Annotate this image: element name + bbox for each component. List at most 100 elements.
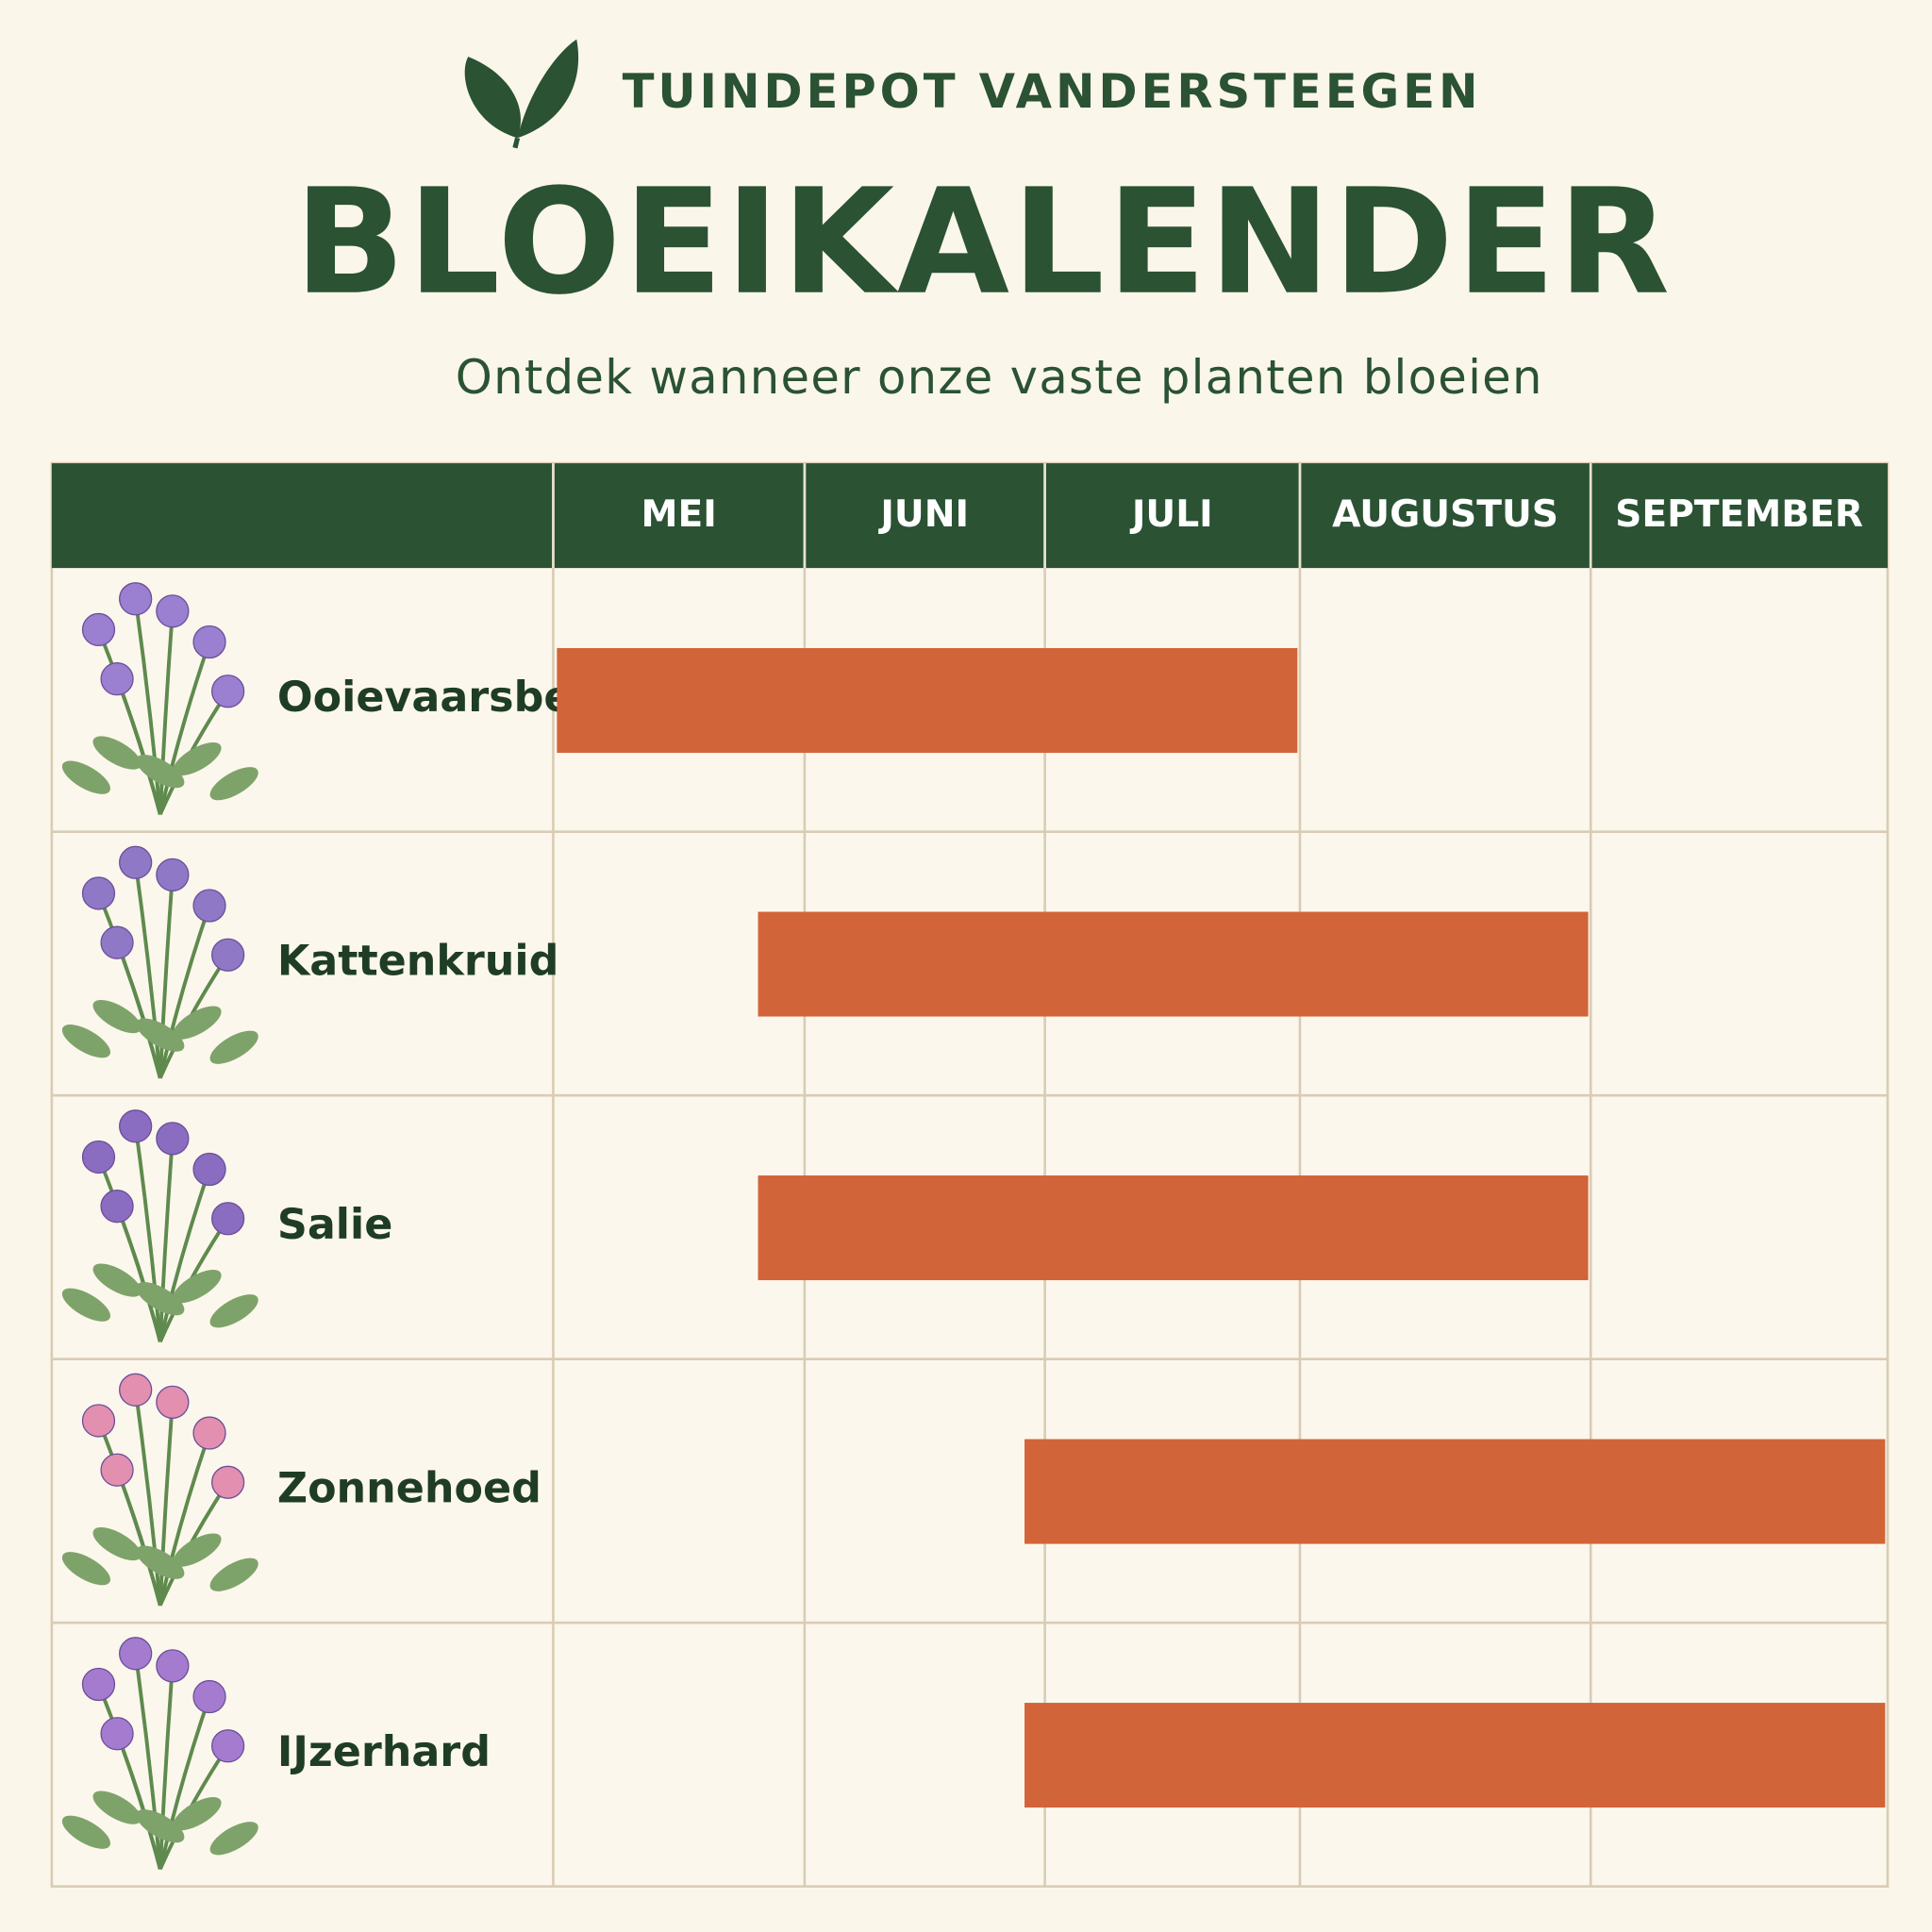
- leaf: [173, 1797, 222, 1831]
- flower: [210, 938, 245, 972]
- header-row: [51, 463, 1888, 569]
- stem: [158, 905, 211, 1079]
- leaf: [209, 1294, 258, 1328]
- subtitle: Ontdek wanneer onze vaste planten bloeie…: [456, 350, 1543, 405]
- brand: TUINDEPOT VANDERSTEEGEN: [623, 64, 1482, 119]
- flower: [210, 675, 245, 708]
- flower: [81, 1404, 116, 1438]
- flower: [210, 1465, 245, 1499]
- bloom-bar: [758, 911, 1589, 1017]
- flower: [100, 662, 134, 696]
- bloom-bar: [1024, 1439, 1886, 1544]
- leaf: [61, 1815, 110, 1849]
- flower: [100, 1717, 134, 1751]
- flower: [119, 1373, 153, 1407]
- plant-name: Salie: [277, 1201, 392, 1249]
- stem: [158, 641, 211, 815]
- flower: [156, 594, 190, 628]
- stem: [158, 1402, 175, 1606]
- bloom-bar: [758, 1175, 1589, 1281]
- stem: [158, 1665, 175, 1870]
- flower: [156, 1385, 190, 1419]
- month-label: AUGUSTUS: [1332, 493, 1558, 536]
- flower: [192, 1152, 226, 1187]
- flower: [210, 1202, 245, 1236]
- stem: [158, 1168, 211, 1342]
- leaf: [92, 1263, 142, 1297]
- leaf: [173, 1269, 222, 1304]
- flower: [119, 1637, 153, 1671]
- month-label: JULI: [1129, 493, 1213, 536]
- flower: [210, 1729, 245, 1763]
- bloom-bar: [557, 648, 1298, 754]
- stem: [115, 941, 162, 1079]
- leaf: [209, 1030, 258, 1064]
- flower: [119, 582, 153, 616]
- plant-name: Ooievaarsbek: [277, 674, 602, 722]
- month-label: JUNI: [877, 493, 969, 536]
- flower: [100, 1190, 134, 1224]
- flower: [100, 1453, 134, 1487]
- flower: [81, 1667, 116, 1702]
- stem: [115, 1469, 162, 1607]
- plant-illustration: [61, 845, 258, 1079]
- leaf: [209, 1822, 258, 1856]
- stem: [133, 1653, 162, 1870]
- plant-name: Kattenkruid: [277, 937, 559, 985]
- leaf: [136, 1809, 185, 1843]
- stem: [115, 1205, 162, 1342]
- bloom-bar: [1024, 1703, 1886, 1808]
- flower: [192, 889, 226, 923]
- leaf: [92, 736, 142, 770]
- stem: [115, 1733, 162, 1870]
- leaf: [136, 755, 185, 789]
- stem: [133, 1125, 162, 1342]
- flower: [119, 845, 153, 879]
- leaf: [61, 760, 110, 794]
- flower: [81, 876, 116, 910]
- plant-name: IJzerhard: [277, 1728, 491, 1776]
- leaf: [136, 1545, 185, 1579]
- leaf: [92, 999, 142, 1034]
- flower: [192, 1679, 226, 1714]
- month-label: SEPTEMBER: [1615, 493, 1863, 536]
- flower: [119, 1109, 153, 1143]
- leaf: [92, 1526, 142, 1561]
- flower: [156, 1122, 190, 1156]
- stem: [133, 1390, 162, 1607]
- flower: [192, 625, 226, 659]
- leaf: [136, 1282, 185, 1316]
- month-label: MEI: [641, 493, 717, 536]
- flower: [100, 925, 134, 959]
- plant-name: Zonnehoed: [277, 1464, 541, 1512]
- flower: [192, 1416, 226, 1450]
- leaf: [61, 1288, 110, 1322]
- leaf: [173, 1533, 222, 1567]
- leaf: [173, 741, 222, 776]
- flower: [81, 612, 116, 647]
- leaf: [92, 1790, 142, 1824]
- stem: [133, 862, 162, 1079]
- leaf: [173, 1006, 222, 1040]
- plant-illustration: [61, 582, 258, 816]
- stem: [158, 1432, 211, 1607]
- flower: [156, 1649, 190, 1683]
- stem: [158, 1695, 211, 1870]
- leaf: [209, 1557, 258, 1591]
- plant-illustration: [61, 1109, 258, 1343]
- stem: [115, 677, 162, 815]
- leaf: [61, 1552, 110, 1586]
- title: BLOEIKALENDER: [294, 158, 1673, 327]
- plant-illustration: [61, 1637, 258, 1871]
- leaf: [209, 767, 258, 801]
- stem: [158, 1138, 175, 1342]
- flower: [81, 1140, 116, 1174]
- stem: [133, 598, 162, 815]
- stem: [158, 610, 175, 815]
- logo: [464, 39, 579, 149]
- flower: [156, 858, 190, 891]
- plant-illustration: [61, 1373, 258, 1607]
- leaf: [61, 1024, 110, 1058]
- stem: [158, 874, 175, 1078]
